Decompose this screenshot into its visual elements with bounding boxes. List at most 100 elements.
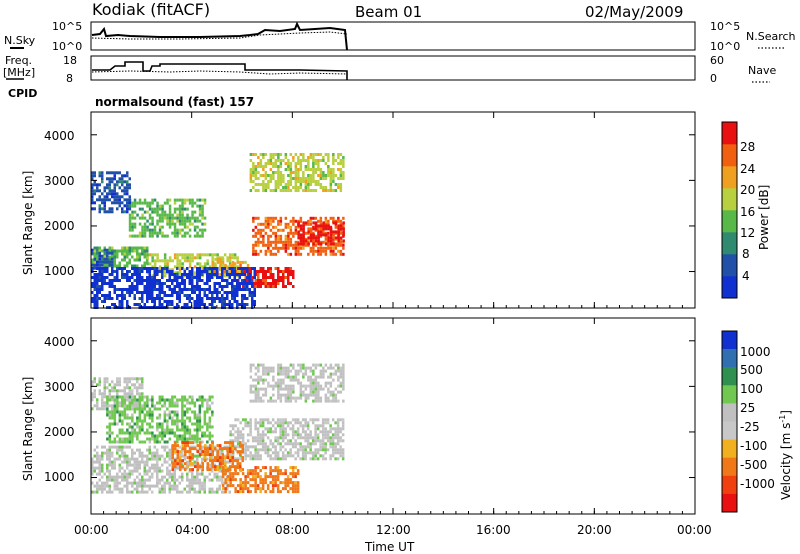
data-cell	[272, 252, 275, 256]
data-cell	[249, 457, 252, 461]
data-cell	[193, 288, 196, 291]
data-cell	[106, 192, 109, 196]
data-cell	[156, 451, 159, 455]
data-cell	[314, 381, 318, 385]
data-cell	[163, 216, 167, 220]
data-cell	[236, 273, 239, 276]
data-cell	[111, 466, 114, 470]
data-cell	[223, 303, 226, 306]
data-cell	[301, 448, 305, 452]
data-cell	[316, 448, 320, 452]
data-cell	[128, 434, 132, 438]
data-cell	[277, 396, 280, 400]
data-cell	[118, 448, 121, 452]
data-cell	[133, 422, 137, 426]
data-cell	[93, 395, 96, 399]
data-cell	[96, 260, 99, 264]
data-cell	[281, 487, 285, 491]
data-cell	[291, 466, 295, 470]
data-cell	[116, 270, 119, 273]
data-cell	[257, 252, 260, 256]
data-cell	[289, 448, 292, 452]
data-cell	[314, 442, 317, 446]
data-cell	[128, 425, 132, 429]
data-cell	[264, 472, 267, 476]
data-cell	[126, 440, 129, 444]
data-cell	[284, 481, 287, 485]
data-cell	[113, 475, 116, 479]
data-cell	[299, 162, 303, 165]
data-cell	[226, 460, 229, 464]
data-cell	[108, 263, 111, 267]
data-cell	[118, 487, 121, 491]
data-cell	[206, 457, 209, 461]
data-cell	[208, 398, 212, 402]
data-cell	[341, 424, 345, 428]
data-cell	[93, 261, 96, 265]
data-cell	[181, 444, 184, 448]
data-cell	[116, 448, 119, 452]
data-cell	[271, 442, 275, 446]
data-cell	[196, 273, 199, 276]
data-cell	[116, 487, 119, 491]
nave-tick-top: 60	[710, 54, 724, 67]
data-cell	[299, 224, 303, 228]
cpid-value: normalsound (fast) 157	[95, 95, 254, 109]
data-cell	[277, 159, 280, 162]
data-cell	[342, 162, 345, 165]
data-cell	[193, 265, 197, 269]
data-cell	[186, 288, 189, 291]
data-cell	[101, 257, 104, 261]
data-cell	[276, 451, 280, 455]
data-cell	[101, 484, 104, 488]
data-cell	[216, 276, 219, 279]
data-cell	[128, 463, 131, 467]
data-cell	[153, 466, 156, 470]
data-cell	[253, 291, 256, 294]
data-cell	[208, 279, 211, 282]
data-cell	[334, 236, 338, 240]
data-cell	[106, 254, 109, 258]
data-cell	[297, 177, 300, 180]
data-cell	[173, 273, 176, 276]
data-cell	[206, 428, 209, 432]
data-cell	[286, 451, 290, 455]
data-cell	[312, 227, 315, 231]
data-cell	[302, 233, 305, 237]
data-cell	[203, 282, 206, 285]
data-cell	[306, 442, 310, 446]
data-cell	[299, 242, 303, 246]
data-cell	[304, 436, 307, 440]
data-cell	[123, 392, 126, 396]
data-cell	[131, 234, 134, 238]
data-cell	[336, 421, 340, 425]
data-cell	[201, 204, 204, 208]
data-cell	[277, 237, 280, 241]
data-cell	[136, 490, 139, 494]
data-cell	[261, 466, 265, 470]
data-cell	[296, 487, 300, 491]
data-cell	[151, 454, 154, 458]
data-cell	[136, 303, 139, 306]
data-cell	[233, 291, 236, 294]
data-cell	[249, 369, 253, 373]
data-cell	[241, 294, 244, 297]
data-cell	[123, 297, 126, 300]
data-cell	[248, 288, 251, 291]
data-cell	[274, 180, 278, 183]
data-cell	[296, 469, 300, 473]
data-cell	[307, 159, 310, 162]
data-cell	[161, 273, 164, 276]
data-cell	[138, 481, 141, 485]
data-cell	[294, 243, 298, 247]
data-cell	[143, 246, 146, 250]
data-cell	[259, 469, 262, 473]
data-cell	[334, 387, 338, 391]
data-cell	[272, 387, 275, 391]
data-cell	[284, 276, 287, 279]
data-cell	[229, 439, 232, 443]
data-cell	[96, 288, 99, 291]
data-cell	[186, 219, 189, 223]
data-cell	[191, 462, 194, 466]
data-cell	[337, 233, 340, 237]
